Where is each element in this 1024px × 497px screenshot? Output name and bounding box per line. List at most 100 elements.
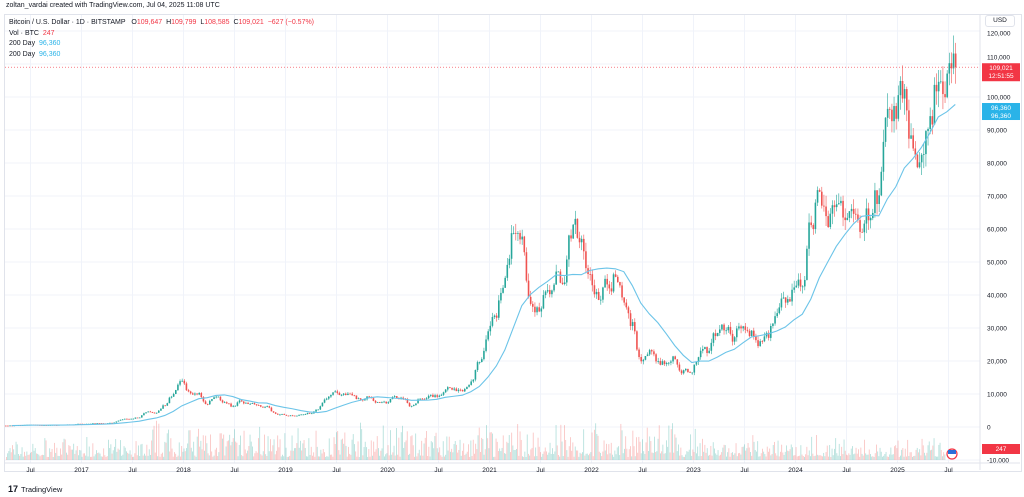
- candle-body: [470, 381, 472, 385]
- volume-bar: [422, 455, 424, 460]
- candle-body: [697, 357, 700, 362]
- ma-label: 200 Day: [9, 40, 36, 47]
- volume-bar: [366, 447, 367, 460]
- volume-bar: [336, 432, 337, 460]
- volume-bar: [92, 443, 94, 460]
- volume-bar: [252, 446, 253, 460]
- legend-symbol-row[interactable]: Bitcoin / U.S. Dollar · 1D · BITSTAMP O1…: [9, 18, 314, 29]
- volume-bar: [880, 451, 882, 460]
- legend-ma-row-1[interactable]: 200 Day 96,360: [9, 39, 314, 50]
- x-tick-label: 2023: [686, 467, 701, 474]
- volume-bar: [415, 433, 417, 460]
- candle-body: [468, 384, 470, 387]
- candle-body: [149, 411, 152, 413]
- x-tick-label: Jul: [536, 467, 545, 474]
- volume-bar: [211, 451, 213, 460]
- candle-body: [595, 291, 598, 295]
- volume-bar: [456, 444, 457, 460]
- volume-bar: [830, 456, 832, 460]
- volume-bar: [398, 437, 400, 460]
- currency-button[interactable]: USD: [985, 15, 1015, 27]
- candle-body: [432, 394, 434, 397]
- candle-body: [323, 399, 326, 403]
- volume-bar: [730, 452, 732, 460]
- volume-bar: [484, 449, 486, 460]
- volume-bar: [733, 454, 735, 460]
- volume-bar: [883, 455, 885, 460]
- candle-body: [189, 391, 192, 394]
- volume-bar: [764, 454, 766, 460]
- volume-bar: [402, 425, 403, 460]
- volume-bar: [154, 452, 156, 460]
- volume-bar: [423, 443, 425, 460]
- volume-bar: [133, 456, 135, 460]
- volume-bar: [768, 451, 769, 460]
- volume-bar: [847, 455, 849, 460]
- volume-bar: [332, 456, 334, 460]
- volume-bar: [438, 452, 439, 460]
- candle-body: [519, 232, 521, 240]
- x-tick-label: 2024: [788, 467, 803, 474]
- volume-bar: [96, 450, 97, 460]
- volume-bar: [916, 447, 918, 460]
- candle-body: [347, 393, 349, 396]
- candle-body: [438, 395, 441, 397]
- candle-body: [287, 415, 290, 417]
- volume-bar: [181, 446, 183, 460]
- volume-bar: [652, 452, 654, 460]
- volume-bar: [646, 427, 648, 460]
- volume-bar: [348, 446, 349, 460]
- volume-bar: [537, 437, 539, 460]
- volume-bar: [489, 432, 491, 460]
- volume-bar: [394, 455, 396, 460]
- candle-body: [546, 290, 549, 292]
- volume-bar: [709, 454, 711, 460]
- volume-bar: [788, 451, 790, 460]
- candle-body: [436, 395, 438, 397]
- candle-body: [580, 238, 583, 243]
- tradingview-logo[interactable]: 17 TradingView: [8, 484, 62, 494]
- volume-bar: [144, 453, 145, 460]
- volume-bar: [170, 438, 172, 460]
- volume-bar: [66, 452, 67, 460]
- volume-bar: [295, 448, 297, 460]
- volume-bar: [501, 447, 503, 460]
- candle-body: [7, 425, 9, 427]
- volume-bar: [445, 454, 447, 460]
- volume-bar: [290, 450, 292, 460]
- candle-body: [848, 211, 851, 218]
- volume-bar: [120, 440, 121, 460]
- volume-bar: [554, 451, 556, 460]
- candle-body: [376, 402, 379, 403]
- volume-bar: [651, 452, 653, 460]
- y-tick-label: 50,000: [987, 260, 1007, 267]
- volume-bar: [814, 455, 816, 460]
- candle-body: [906, 89, 908, 111]
- candle-body: [130, 418, 132, 420]
- volume-bar: [297, 428, 299, 460]
- volume-bar: [102, 456, 103, 460]
- volume-bar: [303, 440, 305, 460]
- volume-bar: [488, 448, 490, 460]
- volume-bar: [288, 456, 289, 460]
- volume-bar: [386, 453, 388, 460]
- volume-bar: [379, 455, 381, 460]
- volume-bar: [936, 456, 937, 460]
- volume-bar: [674, 434, 676, 460]
- volume-bar: [481, 437, 483, 460]
- candle-body: [198, 393, 200, 395]
- volume-bar: [244, 449, 246, 460]
- volume-bar: [408, 454, 409, 460]
- candle-body: [228, 403, 230, 405]
- volume-bar: [64, 439, 66, 460]
- volume-bar: [38, 454, 40, 460]
- legend-ma-row-2[interactable]: 200 Day 96,360: [9, 50, 314, 61]
- volume-bar: [7, 453, 9, 460]
- candle-body: [364, 399, 366, 401]
- volume-bar: [272, 445, 274, 460]
- legend-volume-row[interactable]: Vol · BTC 247: [9, 29, 314, 40]
- volume-bar: [45, 440, 47, 460]
- candle-body: [136, 417, 139, 419]
- volume-bar: [658, 425, 660, 460]
